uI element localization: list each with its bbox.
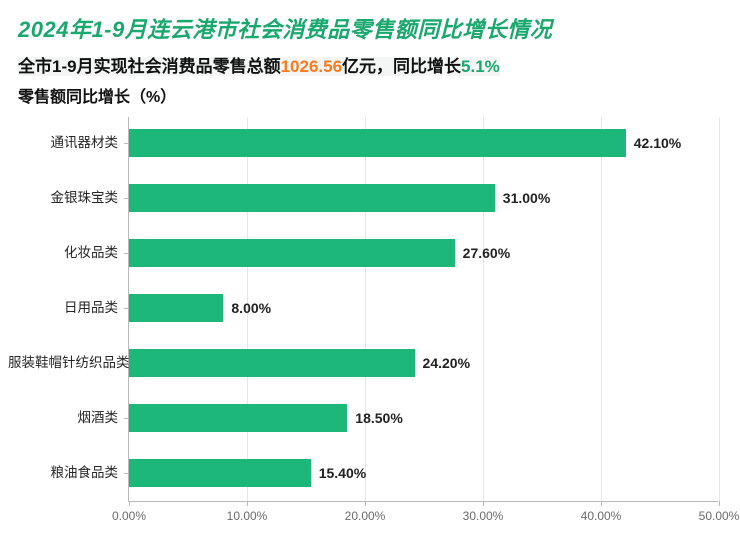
category-label: 服装鞋帽针纺织品类 bbox=[8, 349, 118, 377]
category-label: 通讯器材类 bbox=[8, 129, 118, 157]
value-label: 42.10% bbox=[626, 129, 681, 157]
bar bbox=[129, 459, 311, 487]
bar-row: 金银珠宝类31.00% bbox=[129, 184, 718, 212]
bar-chart: 0.00%10.00%20.00%30.00%40.00%50.00%通讯器材类… bbox=[128, 117, 718, 537]
category-label: 金银珠宝类 bbox=[8, 184, 118, 212]
value-label: 27.60% bbox=[455, 239, 510, 267]
bar bbox=[129, 294, 223, 322]
bar bbox=[129, 184, 495, 212]
x-tick-mark bbox=[129, 501, 130, 506]
value-label: 18.50% bbox=[347, 404, 402, 432]
y-tick-mark bbox=[124, 363, 129, 364]
x-tick-label: 40.00% bbox=[581, 509, 622, 523]
y-tick-mark bbox=[124, 253, 129, 254]
bar-row: 烟酒类18.50% bbox=[129, 404, 718, 432]
bar bbox=[129, 404, 347, 432]
y-tick-mark bbox=[124, 308, 129, 309]
x-tick-label: 10.00% bbox=[227, 509, 268, 523]
x-tick-label: 0.00% bbox=[112, 509, 146, 523]
bar-row: 化妆品类27.60% bbox=[129, 239, 718, 267]
category-label: 日用品类 bbox=[8, 294, 118, 322]
x-tick-label: 50.00% bbox=[699, 509, 740, 523]
bar-row: 日用品类8.00% bbox=[129, 294, 718, 322]
subtitle-growth: 5.1% bbox=[461, 57, 500, 76]
category-label: 烟酒类 bbox=[8, 404, 118, 432]
category-label: 粮油食品类 bbox=[8, 459, 118, 487]
bar-row: 粮油食品类15.40% bbox=[129, 459, 718, 487]
plot-area: 0.00%10.00%20.00%30.00%40.00%50.00%通讯器材类… bbox=[128, 117, 718, 502]
x-tick-mark bbox=[601, 501, 602, 506]
bar-row: 通讯器材类42.10% bbox=[129, 129, 718, 157]
subtitle-unit: 亿元，同比增长 bbox=[342, 57, 461, 76]
category-label: 化妆品类 bbox=[8, 239, 118, 267]
value-label: 15.40% bbox=[311, 459, 366, 487]
y-tick-mark bbox=[124, 418, 129, 419]
page-title: 2024年1-9月连云港市社会消费品零售额同比增长情况 bbox=[18, 12, 722, 44]
subtitle-amount: 1026.56 bbox=[281, 57, 342, 76]
y-tick-mark bbox=[124, 473, 129, 474]
value-label: 8.00% bbox=[223, 294, 271, 322]
y-tick-mark bbox=[124, 143, 129, 144]
grid-line bbox=[719, 117, 720, 501]
y-axis-title: 零售额同比增长（%） bbox=[18, 83, 722, 107]
y-tick-mark bbox=[124, 198, 129, 199]
bar bbox=[129, 129, 626, 157]
bar-row: 服装鞋帽针纺织品类24.20% bbox=[129, 349, 718, 377]
x-tick-mark bbox=[483, 501, 484, 506]
x-tick-label: 20.00% bbox=[345, 509, 386, 523]
x-tick-mark bbox=[719, 501, 720, 506]
x-tick-mark bbox=[365, 501, 366, 506]
bar bbox=[129, 349, 415, 377]
x-tick-label: 30.00% bbox=[463, 509, 504, 523]
subtitle-line: 全市1-9月实现社会消费品零售总额1026.56亿元，同比增长5.1% bbox=[18, 52, 722, 77]
subtitle-prefix: 全市1-9月实现社会消费品零售总额 bbox=[18, 57, 281, 76]
x-tick-mark bbox=[247, 501, 248, 506]
value-label: 31.00% bbox=[495, 184, 550, 212]
bar bbox=[129, 239, 455, 267]
value-label: 24.20% bbox=[415, 349, 470, 377]
